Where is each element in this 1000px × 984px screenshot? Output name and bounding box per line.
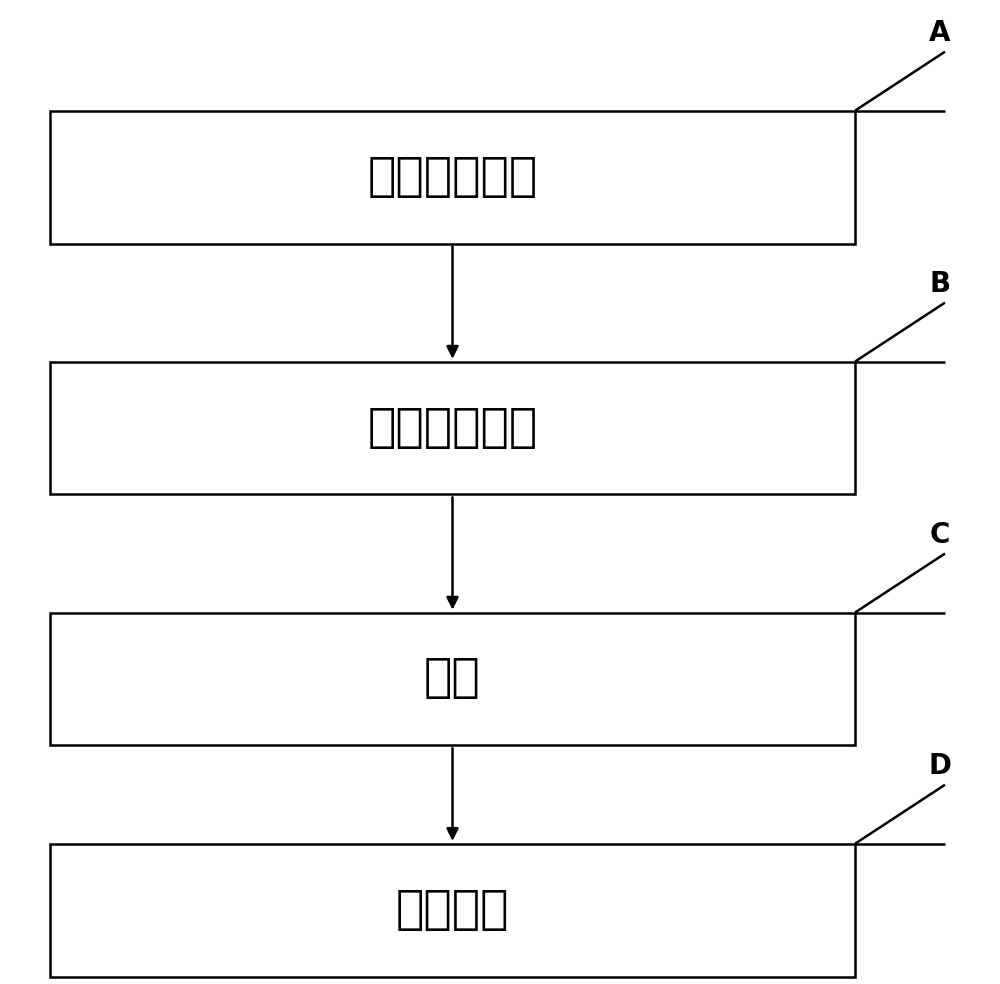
Bar [50,110,855,244]
Text: 预测负载信息: 预测负载信息 [367,405,538,451]
Text: 分组: 分组 [424,656,481,702]
Text: 频谱分配: 频谱分配 [396,888,509,933]
Text: A: A [929,19,951,46]
Text: B: B [929,270,951,297]
Text: C: C [930,521,950,548]
Bar [50,612,855,746]
Text: 设定系统参数: 设定系统参数 [367,154,538,200]
Bar [50,361,855,494]
Bar [50,843,855,976]
Text: D: D [928,752,952,779]
